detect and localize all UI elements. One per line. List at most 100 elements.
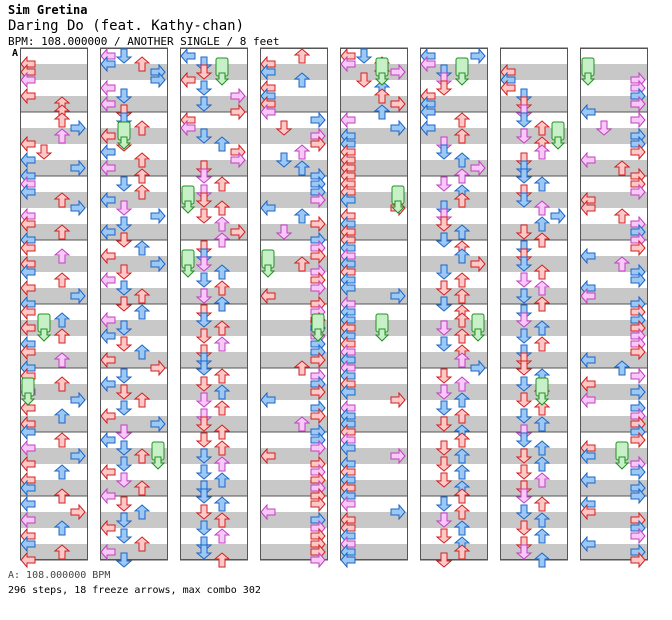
arrow-shape [340,279,356,297]
beat-stripe [180,96,248,112]
beat-stripe [580,480,648,496]
arrow-shape [213,512,231,528]
arrow-shape [613,208,631,224]
arrow-shape [260,63,276,81]
arrow-shape [630,551,646,569]
up-arrow-red [53,488,71,504]
up-arrow-blue [53,520,71,536]
beat-stripe [500,128,568,144]
arrow-shape [390,503,406,521]
down-arrow-pink [195,256,213,272]
arrow-shape [53,544,71,560]
arrow-shape [310,279,326,297]
section-marker: A [12,48,19,59]
right-arrow-pink [630,367,646,385]
arrow-shape [115,176,133,192]
beat-stripe [260,544,328,560]
arrow-shape [613,160,631,176]
down-arrow-red [195,328,213,344]
beat-stripe [180,320,248,336]
arrow-shape [453,272,471,288]
arrow-shape [533,176,551,192]
up-arrow-blue [293,208,311,224]
down-arrow-red [195,64,213,80]
up-arrow-blue [533,216,551,232]
arrow-shape [133,504,151,520]
arrow-shape [150,255,166,273]
down-arrow-red [275,120,293,136]
up-arrow-red [213,320,231,336]
beat-stripe [180,416,248,432]
arrow-shape [53,488,71,504]
right-arrow-red [310,215,326,233]
freeze-head-shape [580,72,596,86]
arrow-shape [115,400,133,416]
up-arrow-red [213,400,231,416]
beat-stripe [20,288,88,304]
down-arrow-pink [435,320,453,336]
arrow-shape [213,496,231,512]
arrow-shape [195,168,213,184]
arrow-shape [53,328,71,344]
left-arrow-pink [100,79,116,97]
arrow-shape [390,95,406,113]
arrow-shape [580,375,596,393]
down-arrow-blue [195,128,213,144]
left-arrow-blue [340,383,356,401]
arrow-shape [515,448,533,464]
down-arrow-blue [515,376,533,392]
right-arrow-blue [150,255,166,273]
left-arrow-red [20,239,36,257]
arrow-shape [115,472,133,488]
up-arrow-red [453,328,471,344]
up-arrow-blue [213,136,231,152]
beat-stripe [260,96,328,112]
right-arrow-blue [70,287,86,305]
arrow-shape [293,48,311,64]
arrow-shape [20,423,36,441]
arrow-shape [53,352,71,368]
right-arrow-red [630,239,646,257]
down-arrow-pink [515,544,533,560]
arrow-shape [195,544,213,560]
arrow-shape [53,272,71,288]
freeze-arrow-head [180,264,196,278]
beat-stripe [580,160,648,176]
arrow-shape [115,48,133,64]
down-arrow-red [515,224,533,240]
arrow-shape [580,103,596,121]
down-arrow-blue [195,448,213,464]
down-arrow-pink [275,224,293,240]
left-arrow-blue [340,191,356,209]
beat-stripe [20,320,88,336]
beat-stripe [580,64,648,80]
up-arrow-red [213,368,231,384]
arrow-shape [53,520,71,536]
freeze-arrow-head [614,456,630,470]
beat-stripe [580,288,648,304]
up-arrow-red [453,192,471,208]
arrow-shape [213,472,231,488]
left-arrow-blue [340,551,356,569]
arrow-shape [53,312,71,328]
freeze-arrow-head [36,328,52,342]
down-arrow-blue [195,272,213,288]
arrow-shape [133,344,151,360]
left-arrow-red [20,455,36,473]
arrow-shape [195,448,213,464]
arrow-shape [260,391,276,409]
left-arrow-pink [580,287,596,305]
arrow-shape [435,336,453,352]
arrow-shape [630,343,646,361]
arrow-shape [470,47,486,65]
arrow-shape [53,248,71,264]
arrow-shape [500,79,516,97]
up-arrow-blue [453,392,471,408]
arrow-shape [420,119,436,137]
arrow-shape [453,352,471,368]
arrow-shape [595,120,613,136]
left-arrow-pink [100,159,116,177]
beat-stripe [500,64,568,80]
arrow-shape [310,191,326,209]
up-arrow-blue [213,472,231,488]
